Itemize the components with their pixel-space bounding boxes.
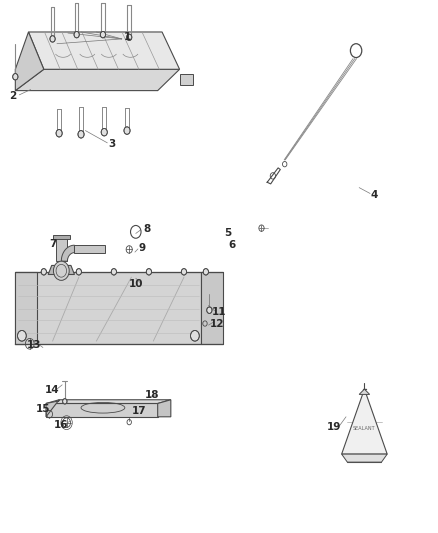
Circle shape: [78, 131, 84, 138]
Circle shape: [207, 307, 212, 313]
Circle shape: [127, 34, 132, 41]
Polygon shape: [158, 400, 171, 417]
Text: 2: 2: [10, 91, 17, 101]
Polygon shape: [48, 265, 74, 274]
Text: 11: 11: [212, 307, 226, 317]
Text: 12: 12: [209, 319, 224, 328]
Text: 5: 5: [224, 228, 231, 238]
Circle shape: [101, 128, 107, 136]
Text: 7: 7: [49, 239, 56, 248]
Polygon shape: [342, 389, 387, 454]
Circle shape: [53, 261, 69, 280]
Circle shape: [41, 269, 46, 275]
Polygon shape: [342, 454, 387, 462]
Text: 13: 13: [27, 341, 42, 350]
Polygon shape: [74, 245, 105, 253]
Text: 4: 4: [371, 190, 378, 199]
Text: 16: 16: [54, 420, 69, 430]
Text: 8: 8: [143, 224, 150, 234]
Circle shape: [13, 74, 18, 80]
Circle shape: [50, 36, 55, 42]
Circle shape: [124, 127, 130, 134]
Circle shape: [111, 269, 117, 275]
Circle shape: [76, 269, 81, 275]
Circle shape: [181, 269, 187, 275]
Polygon shape: [359, 389, 370, 394]
Polygon shape: [201, 272, 223, 344]
Text: 18: 18: [145, 391, 160, 400]
Text: 15: 15: [35, 405, 50, 414]
Polygon shape: [46, 403, 158, 417]
Text: SEALANT: SEALANT: [353, 426, 376, 431]
Circle shape: [18, 330, 26, 341]
Circle shape: [146, 269, 152, 275]
Polygon shape: [15, 69, 180, 91]
Polygon shape: [15, 272, 201, 344]
Polygon shape: [56, 237, 67, 261]
Text: 17: 17: [132, 407, 147, 416]
Text: 1: 1: [124, 33, 131, 42]
Polygon shape: [15, 272, 37, 344]
Text: 19: 19: [327, 423, 341, 432]
Circle shape: [203, 269, 208, 275]
Text: 14: 14: [45, 385, 60, 395]
Polygon shape: [180, 74, 193, 85]
Text: 9: 9: [139, 243, 146, 253]
Polygon shape: [15, 32, 44, 91]
Circle shape: [191, 330, 199, 341]
Text: 6: 6: [229, 240, 236, 250]
Text: 3: 3: [108, 139, 115, 149]
Polygon shape: [53, 235, 70, 239]
Circle shape: [74, 31, 79, 38]
Text: 10: 10: [128, 279, 143, 288]
Polygon shape: [46, 400, 171, 403]
Polygon shape: [61, 245, 74, 261]
Circle shape: [100, 31, 106, 38]
Polygon shape: [46, 400, 59, 417]
Circle shape: [56, 130, 62, 137]
Circle shape: [63, 399, 67, 404]
Polygon shape: [28, 32, 180, 69]
